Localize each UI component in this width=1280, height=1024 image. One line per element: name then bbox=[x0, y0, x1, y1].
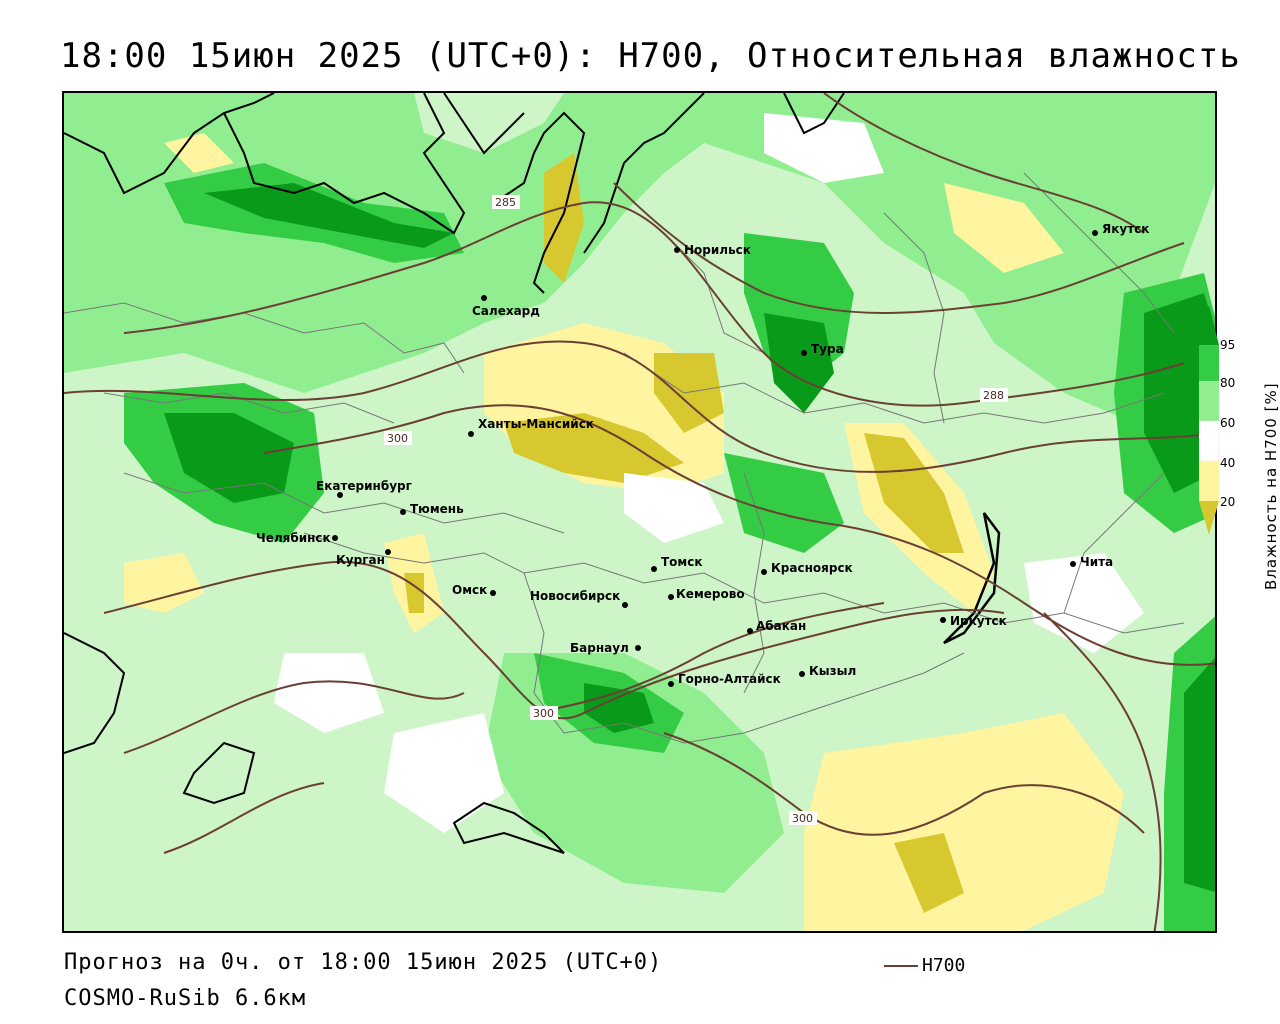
svg-text:Ханты-Мансийск: Ханты-Мансийск bbox=[478, 417, 594, 431]
colorbar-segment-60-80 bbox=[1199, 381, 1219, 421]
city-yakutsk[interactable]: Якутск bbox=[1092, 222, 1149, 236]
boundaries bbox=[64, 93, 1185, 854]
svg-text:Чита: Чита bbox=[1080, 555, 1113, 569]
svg-text:285: 285 bbox=[495, 196, 516, 209]
svg-text:Челябинск: Челябинск bbox=[256, 531, 331, 545]
city-irkutsk[interactable]: Иркутск bbox=[940, 614, 1007, 628]
svg-text:300: 300 bbox=[792, 812, 813, 825]
svg-text:Горно-Алтайск: Горно-Алтайск bbox=[678, 672, 781, 686]
city-barnaul[interactable]: Барнаул bbox=[570, 641, 641, 655]
svg-text:Екатеринбург: Екатеринбург bbox=[316, 479, 412, 493]
isoline-label: 300 bbox=[530, 706, 558, 720]
weather-map[interactable]: 285 288 300 300 300 Якутск Норильск bbox=[62, 91, 1217, 933]
contour-line-swatch bbox=[884, 965, 918, 967]
map-canvas: 285 288 300 300 300 Якутск Норильск bbox=[64, 93, 1215, 931]
city-gorno-altaysk[interactable]: Горно-Алтайск bbox=[668, 672, 781, 687]
svg-text:300: 300 bbox=[533, 707, 554, 720]
humidity-field bbox=[64, 93, 1215, 931]
city-yekaterinburg[interactable]: Екатеринбург bbox=[316, 479, 412, 498]
svg-text:Тура: Тура bbox=[811, 342, 844, 356]
colorbar-segment-80-95 bbox=[1199, 345, 1219, 381]
city-chelyabinsk[interactable]: Челябинск bbox=[256, 531, 338, 545]
svg-text:Кызыл: Кызыл bbox=[809, 664, 856, 678]
svg-text:Барнаул: Барнаул bbox=[570, 641, 629, 655]
contour-legend-label: H700 bbox=[922, 955, 966, 976]
colorbar-tick: 40 bbox=[1220, 456, 1236, 470]
colorbar-tick: 60 bbox=[1220, 416, 1236, 430]
city-tomsk[interactable]: Томск bbox=[651, 555, 703, 572]
svg-text:Кемерово: Кемерово bbox=[676, 587, 745, 601]
model-name: COSMO-RuSib 6.6км bbox=[64, 986, 307, 1011]
svg-text:Иркутск: Иркутск bbox=[950, 614, 1007, 628]
colorbar-title: Влажность на H700 [%] bbox=[1262, 382, 1280, 590]
svg-text:288: 288 bbox=[983, 389, 1004, 402]
colorbar-segment-below-20 bbox=[1199, 501, 1219, 535]
contour-legend: H700 bbox=[884, 955, 965, 976]
city-abakan[interactable]: Абакан bbox=[747, 619, 806, 634]
colorbar-segment-40-60 bbox=[1199, 420, 1219, 462]
city-kurgan[interactable]: Курган bbox=[336, 549, 391, 567]
city-tura[interactable]: Тура bbox=[801, 342, 844, 356]
isoline-labels: 285 288 300 300 300 bbox=[384, 195, 1008, 825]
isoline-label: 300 bbox=[384, 431, 412, 445]
svg-text:Новосибирск: Новосибирск bbox=[530, 589, 620, 603]
city-norilsk[interactable]: Норильск bbox=[674, 243, 751, 257]
humidity-colorbar bbox=[1199, 305, 1219, 535]
colorbar-segment-20-40 bbox=[1199, 461, 1219, 501]
city-salekhard[interactable]: Салехард bbox=[472, 295, 540, 318]
svg-text:Якутск: Якутск bbox=[1102, 222, 1149, 236]
city-chita[interactable]: Чита bbox=[1070, 555, 1113, 569]
colorbar-tick: 95 bbox=[1220, 338, 1236, 352]
city-kemerovo[interactable]: Кемерово bbox=[668, 587, 745, 601]
svg-text:Курган: Курган bbox=[336, 553, 385, 567]
isoline-label: 285 bbox=[492, 195, 520, 209]
colorbar-tick: 20 bbox=[1220, 495, 1236, 509]
forecast-info: Прогноз на 0ч. от 18:00 15июн 2025 (UTC+… bbox=[64, 950, 663, 975]
svg-text:Норильск: Норильск bbox=[684, 243, 751, 257]
svg-text:Красноярск: Красноярск bbox=[771, 561, 853, 575]
city-krasnoyarsk[interactable]: Красноярск bbox=[761, 561, 853, 575]
svg-text:Омск: Омск bbox=[452, 583, 487, 597]
colorbar-segment-95plus bbox=[1199, 305, 1219, 345]
svg-text:Салехард: Салехард bbox=[472, 304, 540, 318]
cities: Якутск Норильск Салехард Тура Ханты-Манс… bbox=[256, 222, 1149, 687]
city-omsk[interactable]: Омск bbox=[452, 583, 496, 597]
svg-text:300: 300 bbox=[387, 432, 408, 445]
isoline-label: 288 bbox=[980, 388, 1008, 402]
svg-text:Тюмень: Тюмень bbox=[410, 502, 464, 516]
isoline-label: 300 bbox=[789, 811, 817, 825]
city-kyzyl[interactable]: Кызыл bbox=[799, 664, 856, 678]
map-title: 18:00 15июн 2025 (UTC+0): H700, Относите… bbox=[60, 36, 1241, 76]
city-novosibirsk[interactable]: Новосибирск bbox=[530, 589, 628, 608]
colorbar-tick: 80 bbox=[1220, 376, 1236, 390]
city-khanty-mansiysk[interactable]: Ханты-Мансийск bbox=[468, 417, 594, 437]
svg-text:Абакан: Абакан bbox=[756, 619, 806, 633]
city-tyumen[interactable]: Тюмень bbox=[400, 502, 464, 516]
svg-text:Томск: Томск bbox=[661, 555, 703, 569]
